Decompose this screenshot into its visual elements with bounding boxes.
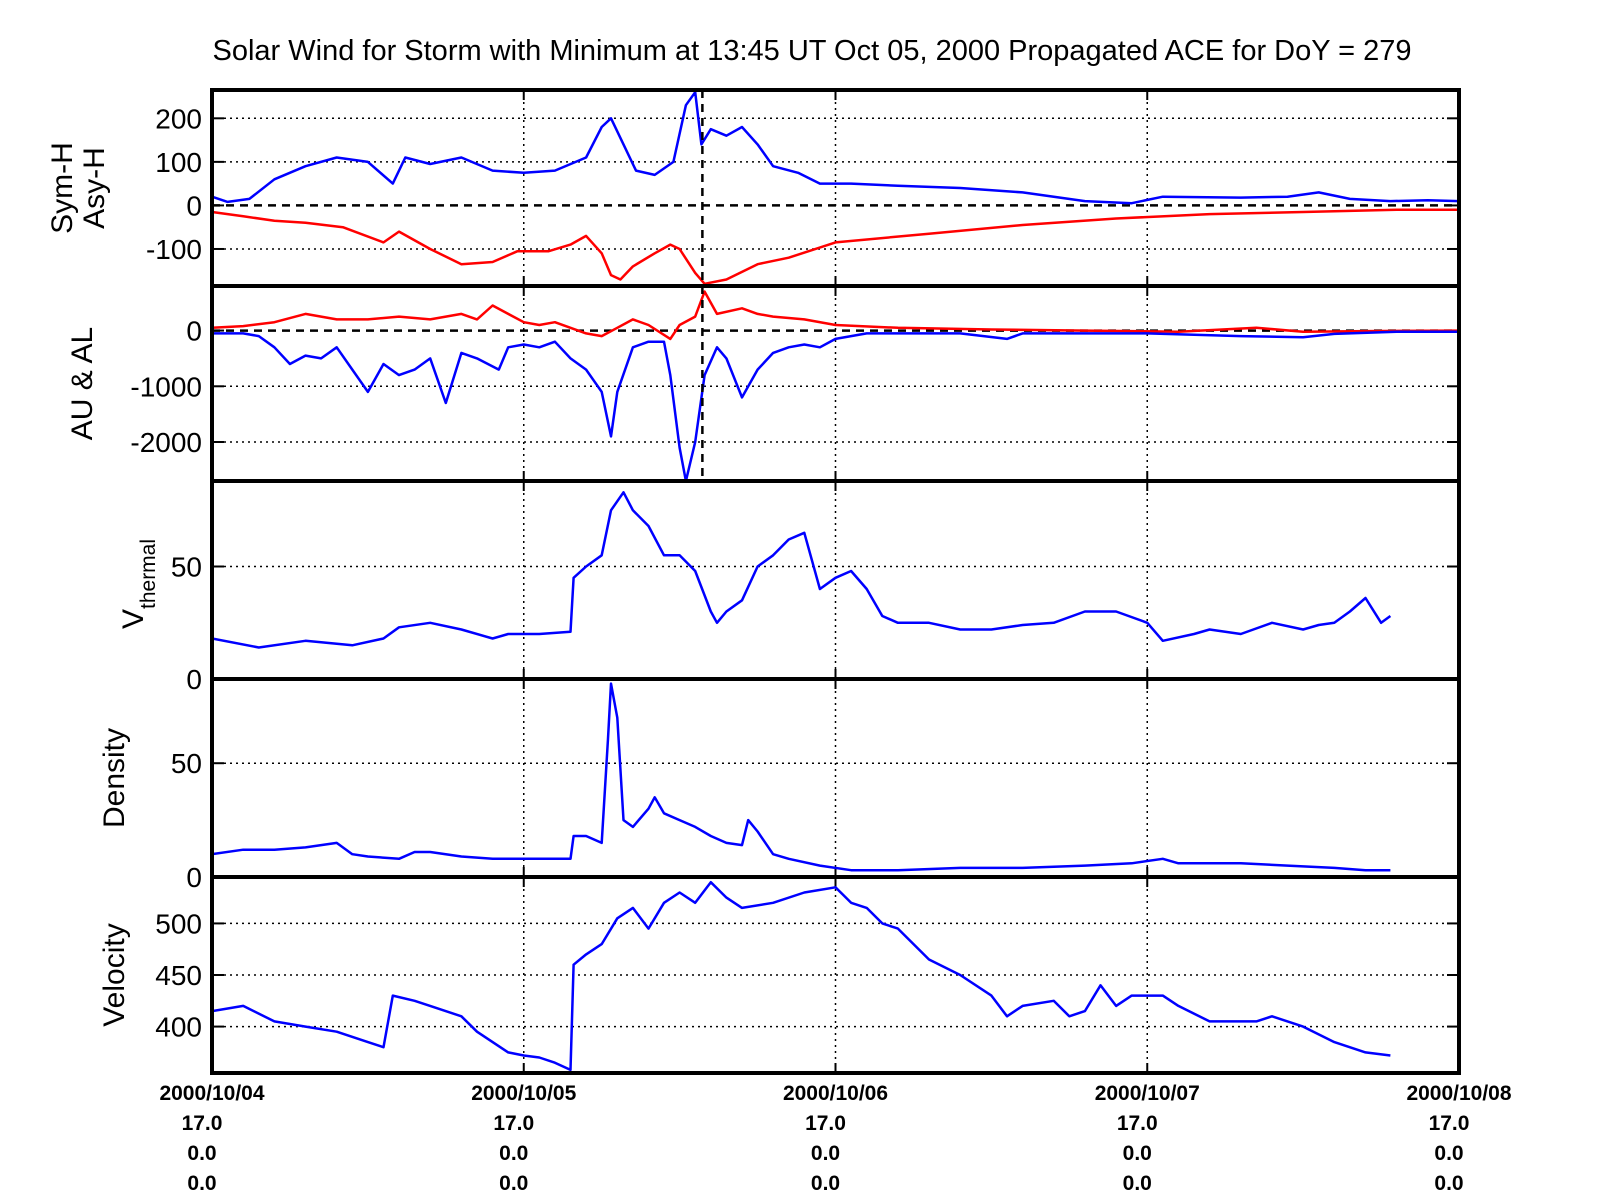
panel-aual-series-blue [212,330,1459,481]
panel-velocity-y-tick-label: 450 [155,960,202,991]
x-tick-label-3-line-1: 17.0 [1117,1112,1158,1135]
panel-vthermal-series-blue [212,491,1392,649]
x-tick-label-3-line-2: 0.0 [1123,1142,1152,1165]
panel-velocity-frame [210,875,1461,1075]
panel-velocity-y-tick-label: 500 [155,908,202,939]
panel-aual-ylabel: AU & AL [66,327,99,440]
x-tick-label-1-line-3: 0.0 [499,1172,528,1195]
x-tick-label-1-line-1: 17.0 [493,1112,534,1135]
x-tick-label-4-line-0: 2000/10/08 [1406,1082,1511,1105]
panel-symh-y-tick-label: 0 [186,190,202,221]
panel-aual-series-red [212,290,1459,341]
panel-vthermal: 0 50 Vthermal [117,479,1461,695]
panel-velocity-y-tick-label: 400 [155,1012,202,1043]
x-tick-labels: 2000/10/04 17.0 0.0 0.0 2000/10/05 17.0 0.0 0.0… [159,1082,1511,1195]
x-tick-label-2-line-0: 2000/10/06 [783,1082,888,1105]
x-tick-label-2-line-1: 17.0 [805,1112,846,1135]
panel-symh-ylabel-1: Asy-H [78,147,111,229]
panel-density-ylabel: Density [98,728,131,828]
panel-aual-y-tick-label: -1000 [130,371,202,402]
x-tick-label-1-line-2: 0.0 [499,1142,528,1165]
panel-vthermal-ylabel: Vthermal [117,539,160,629]
x-tick-label-0-line-2: 0.0 [187,1142,216,1165]
panel-velocity-ylabel: Velocity [98,923,131,1026]
panel-vthermal-y-tick-label: 50 [171,552,202,583]
panel-density-series-blue [212,682,1391,872]
panel-vthermal-y-tick-label: 0 [186,664,202,695]
x-tick-label-3-line-3: 0.0 [1123,1172,1152,1195]
panel-velocity: 400 450 500 Velocity [98,875,1461,1075]
panel-symh-y-tick-label: -100 [146,234,202,265]
panel-symh-y-tick-label: 200 [155,103,202,134]
panel-symh: -100 0 100 200 Sym-H Asy-H [46,88,1461,288]
panel-velocity-series-blue [212,880,1391,1072]
x-tick-label-2-line-2: 0.0 [811,1142,840,1165]
panel-aual-y-tick-label: 0 [186,316,202,347]
x-tick-label-1-line-0: 2000/10/05 [471,1082,576,1105]
panel-density: 0 50 Density [98,677,1461,893]
x-tick-label-3-line-0: 2000/10/07 [1095,1082,1200,1105]
panel-symh-series-red [212,208,1459,286]
x-tick-label-4-line-3: 0.0 [1434,1172,1463,1195]
panel-symh-ylabel-0: Sym-H [46,142,79,234]
panel-aual: -2000 -1000 0 AU & AL [66,284,1461,483]
panel-symh-y-tick-label: 100 [155,147,202,178]
x-tick-label-4-line-1: 17.0 [1429,1112,1470,1135]
panel-density-y-tick-label: 50 [171,748,202,779]
x-tick-label-0-line-3: 0.0 [187,1172,216,1195]
x-tick-label-0-line-0: 2000/10/04 [159,1082,264,1105]
x-tick-label-2-line-3: 0.0 [811,1172,840,1195]
x-tick-label-0-line-1: 17.0 [182,1112,223,1135]
panel-symh-series-blue [212,90,1459,205]
chart-title: Solar Wind for Storm with Minimum at 13:… [213,35,1412,67]
panel-density-y-tick-label: 0 [186,862,202,893]
panel-aual-y-tick-label: -2000 [130,427,202,458]
x-tick-label-4-line-2: 0.0 [1434,1142,1463,1165]
